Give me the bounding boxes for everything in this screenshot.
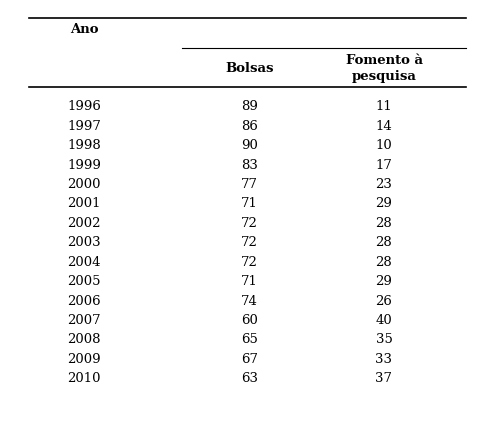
Text: 35: 35 (375, 333, 393, 345)
Text: 1998: 1998 (67, 139, 101, 152)
Text: 11: 11 (376, 100, 392, 113)
Text: Fomento à
pesquisa: Fomento à pesquisa (346, 54, 422, 83)
Text: 1999: 1999 (67, 158, 101, 171)
Text: Bolsas: Bolsas (225, 62, 274, 75)
Text: 2004: 2004 (67, 255, 101, 268)
Text: 2009: 2009 (67, 352, 101, 365)
Text: 83: 83 (241, 158, 258, 171)
Text: 71: 71 (241, 197, 258, 210)
Text: 29: 29 (375, 197, 393, 210)
Text: 71: 71 (241, 274, 258, 288)
Text: 23: 23 (375, 178, 393, 190)
Text: 2003: 2003 (67, 236, 101, 249)
Text: 2006: 2006 (67, 294, 101, 307)
Text: 29: 29 (375, 274, 393, 288)
Text: 28: 28 (376, 236, 392, 249)
Text: 14: 14 (376, 119, 392, 132)
Text: 67: 67 (241, 352, 258, 365)
Text: 2002: 2002 (67, 216, 101, 229)
Text: 72: 72 (241, 216, 258, 229)
Text: 90: 90 (241, 139, 258, 152)
Text: Ano: Ano (70, 23, 98, 36)
Text: 2007: 2007 (67, 313, 101, 326)
Text: 2005: 2005 (67, 274, 101, 288)
Text: 17: 17 (375, 158, 393, 171)
Text: 2001: 2001 (67, 197, 101, 210)
Text: 72: 72 (241, 255, 258, 268)
Text: 65: 65 (241, 333, 258, 345)
Text: 1996: 1996 (67, 100, 101, 113)
Text: 86: 86 (241, 119, 258, 132)
Text: 26: 26 (375, 294, 393, 307)
Text: 77: 77 (241, 178, 258, 190)
Text: 63: 63 (241, 371, 258, 384)
Text: 33: 33 (375, 352, 393, 365)
Text: 2010: 2010 (67, 371, 101, 384)
Text: 2008: 2008 (67, 333, 101, 345)
Text: 72: 72 (241, 236, 258, 249)
Text: 60: 60 (241, 313, 258, 326)
Text: 2000: 2000 (67, 178, 101, 190)
Text: 37: 37 (375, 371, 393, 384)
Text: 89: 89 (241, 100, 258, 113)
Text: 40: 40 (376, 313, 392, 326)
Text: 10: 10 (376, 139, 392, 152)
Text: 1997: 1997 (67, 119, 101, 132)
Text: 74: 74 (241, 294, 258, 307)
Text: 28: 28 (376, 255, 392, 268)
Text: 28: 28 (376, 216, 392, 229)
